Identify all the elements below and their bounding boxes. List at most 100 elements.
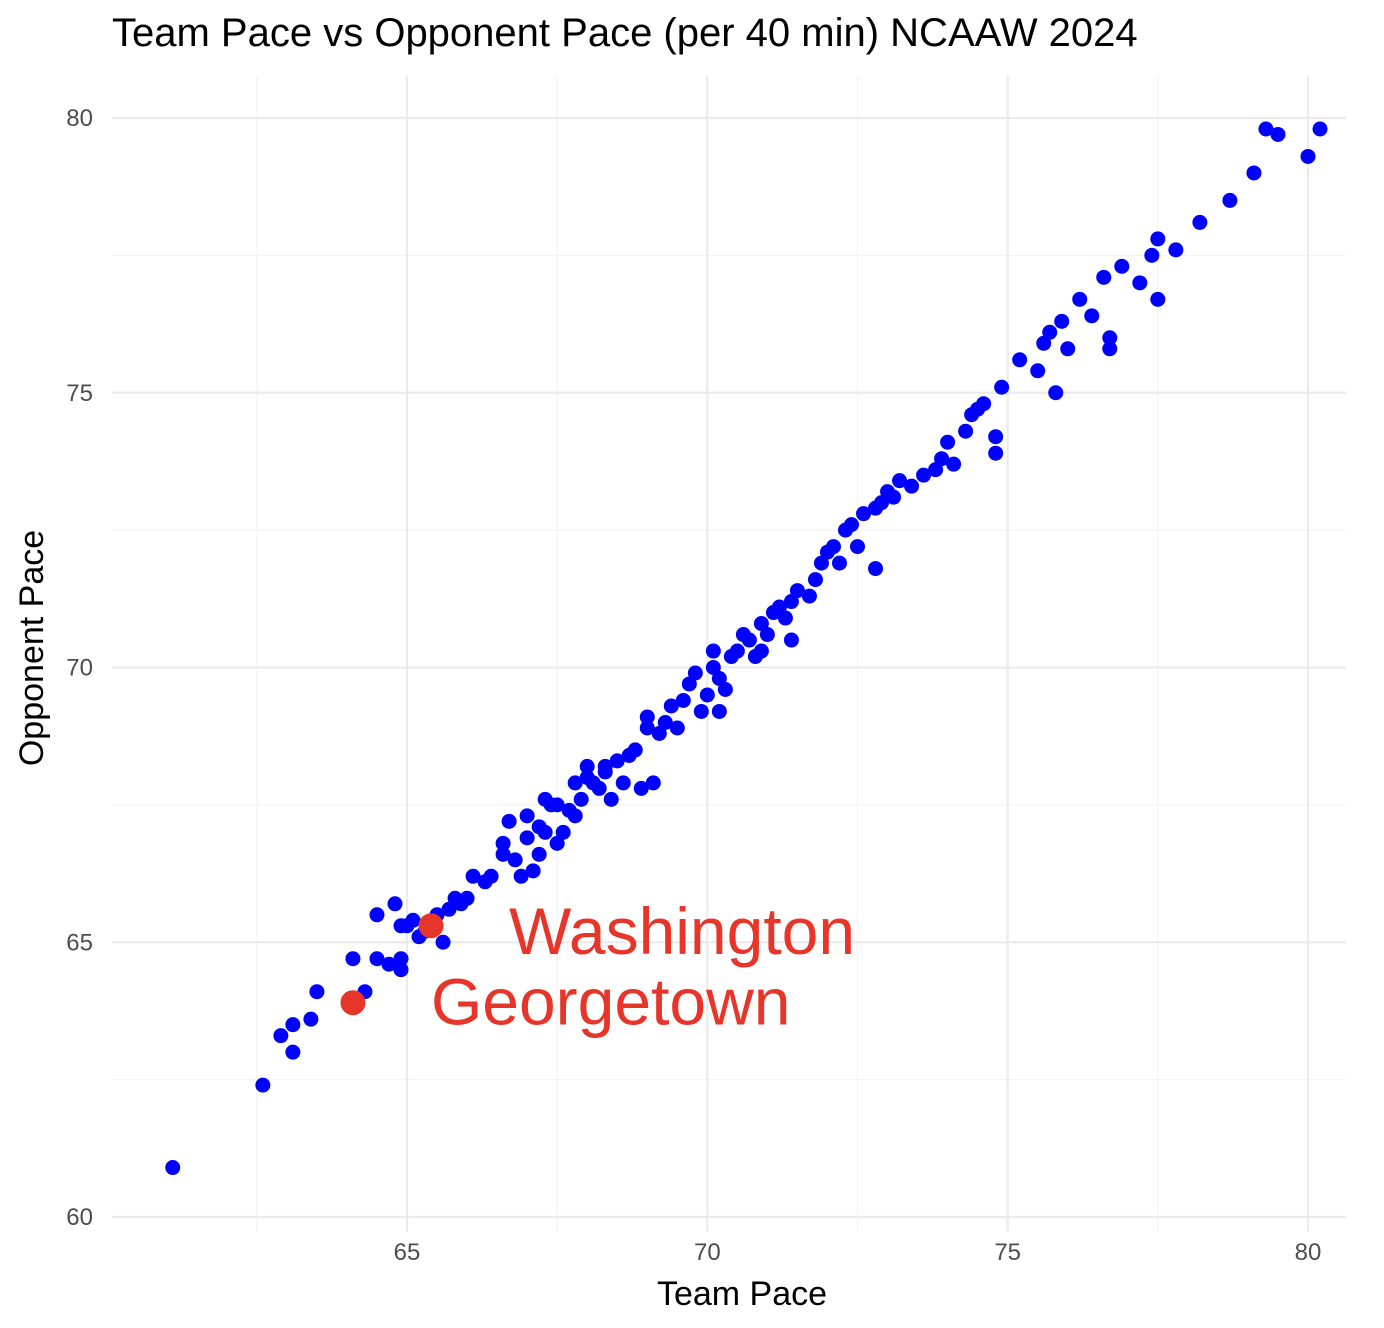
data-point [549, 835, 565, 851]
data-point [681, 676, 697, 692]
data-point [273, 1028, 289, 1044]
data-point [663, 698, 679, 714]
data-point [753, 616, 769, 632]
data-point [1030, 363, 1046, 379]
data-point [1222, 192, 1238, 208]
data-point [1270, 126, 1286, 142]
data-point [369, 951, 385, 967]
data-point [1054, 313, 1070, 329]
data-point [753, 643, 769, 659]
data-point [831, 555, 847, 571]
data-point [699, 687, 715, 703]
tick-labels: 65 70 75 80 60 65 70 75 80 [66, 105, 1321, 1266]
data-point [1036, 335, 1052, 351]
data-point [1048, 385, 1064, 401]
data-point [1258, 121, 1274, 137]
data-point [669, 720, 685, 736]
data-point [501, 813, 517, 829]
data-point [705, 643, 721, 659]
data-point [675, 692, 691, 708]
data-point [693, 703, 709, 719]
data-point [381, 956, 397, 972]
y-tick-label: 60 [66, 1204, 93, 1231]
data-point [741, 632, 757, 648]
data-point [874, 495, 890, 511]
data-point [717, 681, 733, 697]
data-point [567, 775, 583, 791]
data-point [531, 846, 547, 862]
data-point [916, 467, 932, 483]
data-point [393, 951, 409, 967]
data-point [525, 863, 541, 879]
data-point [813, 555, 829, 571]
data-point [850, 539, 865, 555]
data-point [958, 423, 974, 439]
data-point [627, 742, 643, 758]
data-point [783, 594, 799, 610]
data-point [519, 830, 535, 846]
data-point [892, 473, 908, 489]
data-point [1102, 330, 1118, 346]
data-point [783, 632, 799, 648]
data-point [609, 753, 625, 769]
data-point [579, 758, 595, 774]
highlight-point-washington [418, 913, 444, 939]
data-point [1042, 324, 1058, 340]
data-point [970, 401, 986, 417]
data-point [495, 835, 511, 851]
y-tick-label: 75 [66, 380, 93, 407]
y-tick-label: 65 [66, 929, 93, 956]
y-axis-title: Opponent Pace [13, 530, 51, 766]
data-point [165, 1160, 181, 1176]
data-point [819, 544, 835, 560]
data-point [1150, 231, 1166, 247]
data-point [645, 775, 661, 791]
x-tick-label: 75 [994, 1239, 1021, 1266]
data-point [771, 599, 787, 615]
data-point [759, 627, 775, 643]
data-point [1132, 275, 1148, 291]
data-points [165, 121, 1328, 1176]
data-point [507, 852, 523, 868]
data-point [597, 764, 613, 780]
data-point [483, 868, 499, 884]
data-point [369, 907, 385, 923]
data-point [1144, 247, 1160, 263]
data-point [940, 434, 956, 450]
y-tick-label: 80 [66, 105, 93, 132]
data-point [285, 1017, 301, 1033]
data-point [946, 456, 962, 472]
data-point [1150, 291, 1166, 307]
data-point [459, 890, 475, 906]
data-point [399, 918, 415, 934]
data-point [934, 451, 950, 467]
data-point [711, 703, 727, 719]
data-point [1168, 242, 1184, 258]
data-point [255, 1077, 271, 1093]
data-point [495, 846, 511, 862]
label-georgetown: Georgetown [431, 965, 791, 1039]
data-point [441, 901, 457, 917]
data-point [567, 808, 583, 824]
data-point [345, 951, 361, 967]
data-point [393, 962, 409, 978]
data-point [513, 868, 529, 884]
data-point [639, 709, 655, 725]
data-point [615, 775, 631, 791]
data-point [1300, 148, 1316, 164]
data-point [789, 583, 805, 599]
x-axis-title: Team Pace [657, 1275, 827, 1313]
grid [112, 76, 1346, 1232]
data-point [1084, 308, 1100, 324]
data-point [856, 506, 872, 522]
data-point [801, 588, 817, 604]
data-point [1096, 269, 1112, 285]
data-point [711, 670, 727, 686]
data-point [285, 1044, 301, 1060]
data-point [988, 429, 1004, 445]
data-point [928, 462, 944, 478]
data-point [705, 660, 721, 675]
data-point [591, 780, 607, 796]
data-point [633, 780, 649, 796]
